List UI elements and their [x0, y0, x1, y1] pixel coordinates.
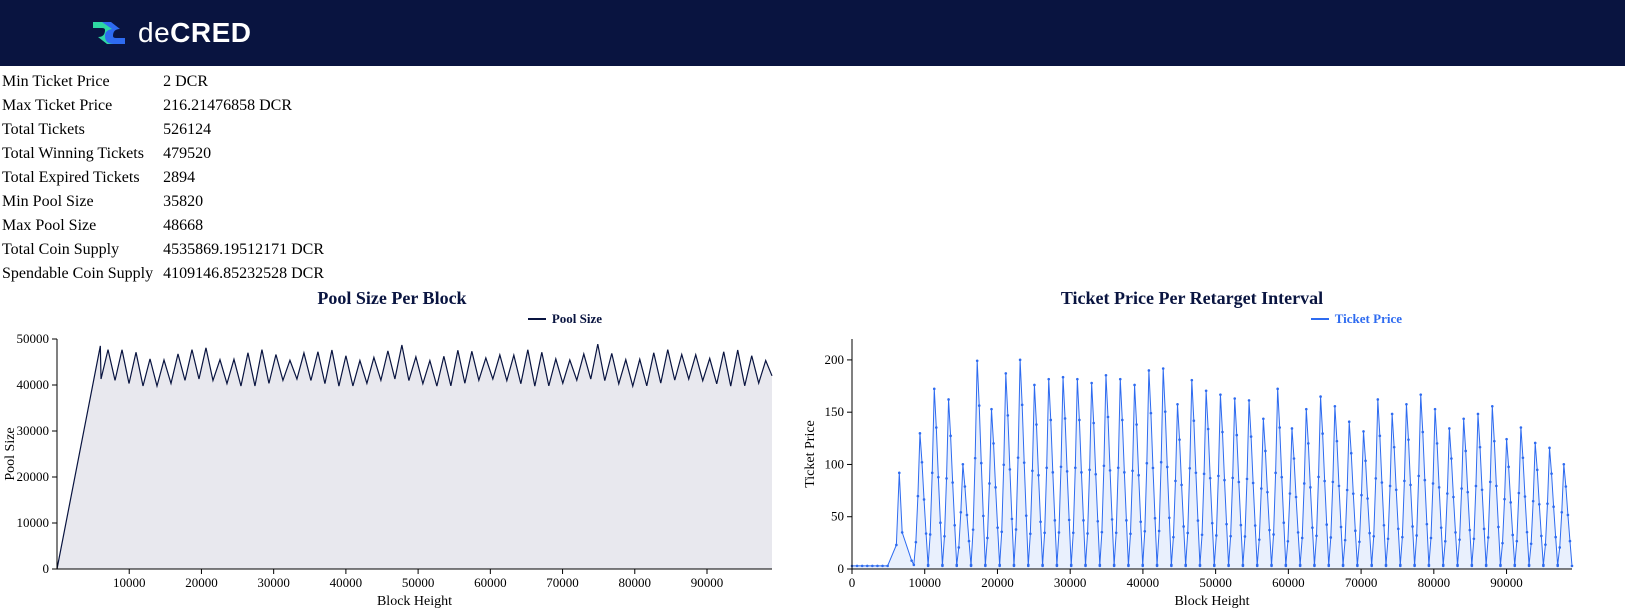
legend-swatch — [528, 318, 546, 320]
stats-label: Max Ticket Price — [2, 94, 163, 118]
app-header: deCRED — [0, 0, 1625, 66]
stats-row: Min Ticket Price2 DCR — [2, 70, 330, 94]
legend-label: Ticket Price — [1335, 311, 1402, 327]
svg-text:60000: 60000 — [474, 575, 507, 590]
brand-wordmark: deCRED — [138, 17, 252, 49]
svg-text:150: 150 — [825, 404, 845, 419]
chart-legend: Pool Size — [528, 311, 602, 327]
svg-text:70000: 70000 — [1345, 575, 1378, 590]
svg-text:Block Height: Block Height — [1174, 594, 1249, 609]
pool-size-chart: Pool Size Per Block Pool Size 0 10000 20000 3… — [2, 288, 782, 614]
chart-legend: Ticket Price — [1311, 311, 1402, 327]
svg-text:20000: 20000 — [185, 575, 218, 590]
legend-swatch — [1311, 318, 1329, 320]
stats-label: Max Pool Size — [2, 214, 163, 238]
svg-text:30000: 30000 — [17, 423, 50, 438]
svg-text:80000: 80000 — [1418, 575, 1451, 590]
svg-text:90000: 90000 — [691, 575, 724, 590]
stats-value: 2894 — [163, 166, 330, 190]
brand-logo[interactable]: deCRED — [90, 16, 252, 50]
legend-label: Pool Size — [552, 311, 602, 327]
stats-label: Total Coin Supply — [2, 238, 163, 262]
svg-text:50000: 50000 — [17, 331, 50, 346]
stats-row: Max Pool Size48668 — [2, 214, 330, 238]
svg-text:Block Height: Block Height — [377, 594, 452, 609]
stats-label: Spendable Coin Supply — [2, 262, 163, 286]
stats-value: 526124 — [163, 118, 330, 142]
svg-text:60000: 60000 — [1272, 575, 1305, 590]
svg-text:30000: 30000 — [257, 575, 290, 590]
svg-text:90000: 90000 — [1490, 575, 1523, 590]
stats-row: Spendable Coin Supply4109146.85232528 DC… — [2, 262, 330, 286]
stats-label: Total Winning Tickets — [2, 142, 163, 166]
decred-logo-icon — [90, 16, 128, 50]
svg-text:20000: 20000 — [17, 469, 50, 484]
stats-row: Max Ticket Price216.21476858 DCR — [2, 94, 330, 118]
stats-label: Total Expired Tickets — [2, 166, 163, 190]
chart-title: Pool Size Per Block — [2, 288, 782, 309]
stats-value: 48668 — [163, 214, 330, 238]
charts-row: Pool Size Per BlockPool Size010000200003… — [0, 288, 1625, 614]
stats-label: Total Tickets — [2, 118, 163, 142]
svg-text:40000: 40000 — [330, 575, 363, 590]
stats-label: Min Ticket Price — [2, 70, 163, 94]
ticket-price-chart: Ticket Price Per Retarget Interval Ticket… — [802, 288, 1582, 614]
stats-value: 4109146.85232528 DCR — [163, 262, 330, 286]
stats-table: Min Ticket Price2 DCRMax Ticket Price216… — [2, 70, 330, 286]
svg-text:50000: 50000 — [402, 575, 435, 590]
svg-text:40000: 40000 — [17, 377, 50, 392]
stats-value: 2 DCR — [163, 70, 330, 94]
svg-text:40000: 40000 — [1127, 575, 1160, 590]
svg-text:20000: 20000 — [981, 575, 1014, 590]
stats-value: 479520 — [163, 142, 330, 166]
svg-text:0: 0 — [838, 561, 845, 576]
stats-value: 35820 — [163, 190, 330, 214]
svg-text:50: 50 — [831, 509, 844, 524]
svg-text:10000: 10000 — [17, 515, 50, 530]
svg-text:Ticket Price: Ticket Price — [803, 420, 818, 488]
stats-row: Total Tickets526124 — [2, 118, 330, 142]
brand-text-de: de — [138, 17, 170, 48]
svg-text:0: 0 — [849, 575, 856, 590]
svg-text:80000: 80000 — [619, 575, 652, 590]
stats-value: 4535869.19512171 DCR — [163, 238, 330, 262]
svg-text:10000: 10000 — [113, 575, 146, 590]
svg-text:0: 0 — [43, 561, 50, 576]
svg-text:Pool Size: Pool Size — [3, 427, 18, 480]
chart-title: Ticket Price Per Retarget Interval — [802, 288, 1582, 309]
price-chart-svg: 0 50 100 150 200 0 10000 20000 30000 40000 50000 60… — [802, 309, 1582, 609]
stats-value: 216.21476858 DCR — [163, 94, 330, 118]
svg-text:50000: 50000 — [1199, 575, 1232, 590]
svg-text:70000: 70000 — [546, 575, 579, 590]
svg-text:100: 100 — [825, 456, 845, 471]
stats-label: Min Pool Size — [2, 190, 163, 214]
stats-row: Total Coin Supply4535869.19512171 DCR — [2, 238, 330, 262]
svg-text:200: 200 — [825, 352, 845, 367]
stats-row: Min Pool Size35820 — [2, 190, 330, 214]
brand-text-cred: CRED — [170, 17, 251, 48]
stats-row: Total Expired Tickets2894 — [2, 166, 330, 190]
pool-chart-svg: 0 10000 20000 30000 40000 50000 10000 20000 3000… — [2, 309, 782, 609]
stats-row: Total Winning Tickets479520 — [2, 142, 330, 166]
svg-text:10000: 10000 — [908, 575, 941, 590]
svg-text:30000: 30000 — [1054, 575, 1087, 590]
